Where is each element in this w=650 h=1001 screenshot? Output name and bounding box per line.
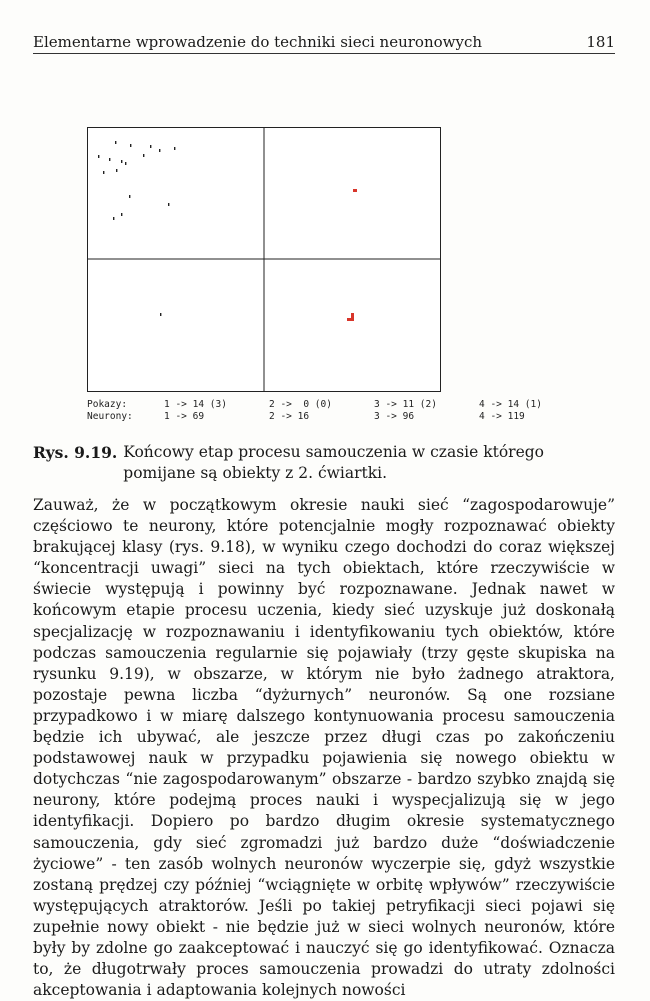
neuron-dot bbox=[129, 195, 131, 198]
legend-cell: 1 -> 69 bbox=[164, 411, 205, 422]
running-title: Elementarne wprowadzenie do techniki sie… bbox=[33, 33, 483, 51]
neuron-dot bbox=[103, 171, 105, 174]
legend-cell: 1 -> 14 (3) bbox=[164, 399, 227, 410]
neuron-dot bbox=[150, 145, 152, 148]
neuron-dot bbox=[109, 158, 111, 161]
body-paragraph: Zauważ, że w początkowym okresie nauki s… bbox=[33, 496, 615, 1000]
neuron-dot bbox=[121, 160, 123, 163]
running-header: Elementarne wprowadzenie do techniki sie… bbox=[33, 30, 615, 54]
legend-label: Pokazy: bbox=[87, 399, 128, 410]
neuron-dot bbox=[143, 154, 145, 157]
red-marker-q4-bar bbox=[347, 318, 354, 321]
figure-caption: Rys. 9.19. Końcowy etap procesu samoucze… bbox=[33, 442, 615, 484]
legend-cell: 3 -> 11 (2) bbox=[374, 399, 437, 410]
neuron-dot bbox=[130, 144, 132, 147]
neuron-dots bbox=[98, 141, 176, 316]
legend-cell: 4 -> 119 bbox=[479, 411, 525, 422]
neuron-dot bbox=[174, 147, 176, 150]
figure-legend: Pokazy: 1 -> 14 (3) 2 -> 0 (0) 3 -> 11 (… bbox=[87, 399, 607, 423]
figure-quadrant-plot bbox=[87, 127, 441, 392]
legend-row-neurony: Neurony: 1 -> 69 2 -> 16 3 -> 96 4 -> 11… bbox=[87, 411, 607, 423]
neuron-dot bbox=[116, 169, 118, 172]
legend-row-pokazy: Pokazy: 1 -> 14 (3) 2 -> 0 (0) 3 -> 11 (… bbox=[87, 399, 607, 411]
neuron-dot bbox=[160, 313, 162, 316]
red-marker-q4-stem bbox=[351, 313, 354, 319]
red-marker-q2 bbox=[353, 189, 357, 192]
neuron-dot bbox=[121, 213, 123, 216]
neuron-dot bbox=[168, 203, 170, 206]
page-number: 181 bbox=[586, 33, 615, 51]
caption-text: Końcowy etap procesu samouczenia w czasi… bbox=[123, 443, 545, 482]
neuron-dot bbox=[113, 217, 115, 220]
caption-label: Rys. 9.19. bbox=[33, 443, 118, 462]
neuron-dot bbox=[98, 155, 100, 158]
neuron-dot bbox=[115, 141, 117, 144]
legend-cell: 2 -> 0 (0) bbox=[269, 399, 332, 410]
neuron-dot bbox=[159, 149, 161, 152]
quadrant-plot bbox=[87, 127, 441, 392]
legend-cell: 3 -> 96 bbox=[374, 411, 415, 422]
legend-cell: 4 -> 14 (1) bbox=[479, 399, 542, 410]
legend-cell: 2 -> 16 bbox=[269, 411, 310, 422]
neuron-dot bbox=[125, 162, 127, 165]
legend-label: Neurony: bbox=[87, 411, 133, 422]
